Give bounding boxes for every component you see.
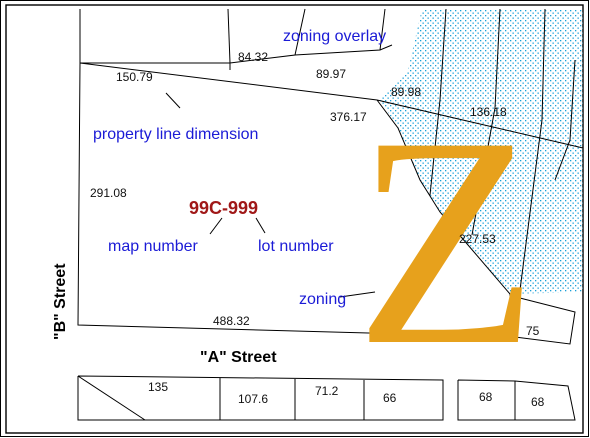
dimension-label: 107.6	[238, 392, 268, 406]
dimension-label: 89.97	[316, 67, 346, 81]
dimension-label: 291.08	[90, 186, 127, 200]
dimension-label: 227.53	[459, 232, 496, 246]
dimension-label: 68	[479, 390, 493, 404]
callout-lot-number: lot number	[258, 238, 334, 255]
main-parcel-boundary	[77, 62, 584, 345]
dimension-label: 71.2	[315, 384, 339, 398]
leader-map-number	[209, 217, 223, 235]
dimension-label: 66	[383, 391, 397, 405]
dimension-label: 376.17	[330, 110, 367, 124]
map-lot-number: 99C-999	[189, 198, 258, 218]
dimension-label: 89.98	[391, 85, 421, 99]
street-name-b: "B" Street	[52, 263, 69, 340]
dimension-label: 150.79	[116, 70, 153, 84]
bottom-lot-lines	[77, 375, 576, 421]
dimension-label: 68	[531, 395, 545, 409]
zoning-overlay-area	[380, 9, 583, 294]
callout-zoning: zoning	[299, 291, 346, 308]
dimension-label: 135	[148, 380, 168, 394]
dimension-label: 488.32	[213, 314, 250, 328]
leader-zoning	[339, 291, 376, 298]
dimension-label: 84.32	[238, 50, 268, 64]
callout-map-number: map number	[108, 238, 198, 255]
callout-property-line-dimension: property line dimension	[93, 126, 258, 143]
dimension-label: 75	[526, 324, 540, 338]
street-name-a: "A" Street	[200, 349, 277, 366]
zoning-letter: Z	[355, 75, 538, 407]
overlay-lot-lines	[429, 8, 576, 291]
dimension-label: 136.18	[470, 105, 507, 119]
leader-property-line-dimension	[165, 92, 181, 109]
callout-zoning-overlay: zoning overlay	[283, 28, 386, 45]
leader-lot-number	[255, 217, 266, 234]
